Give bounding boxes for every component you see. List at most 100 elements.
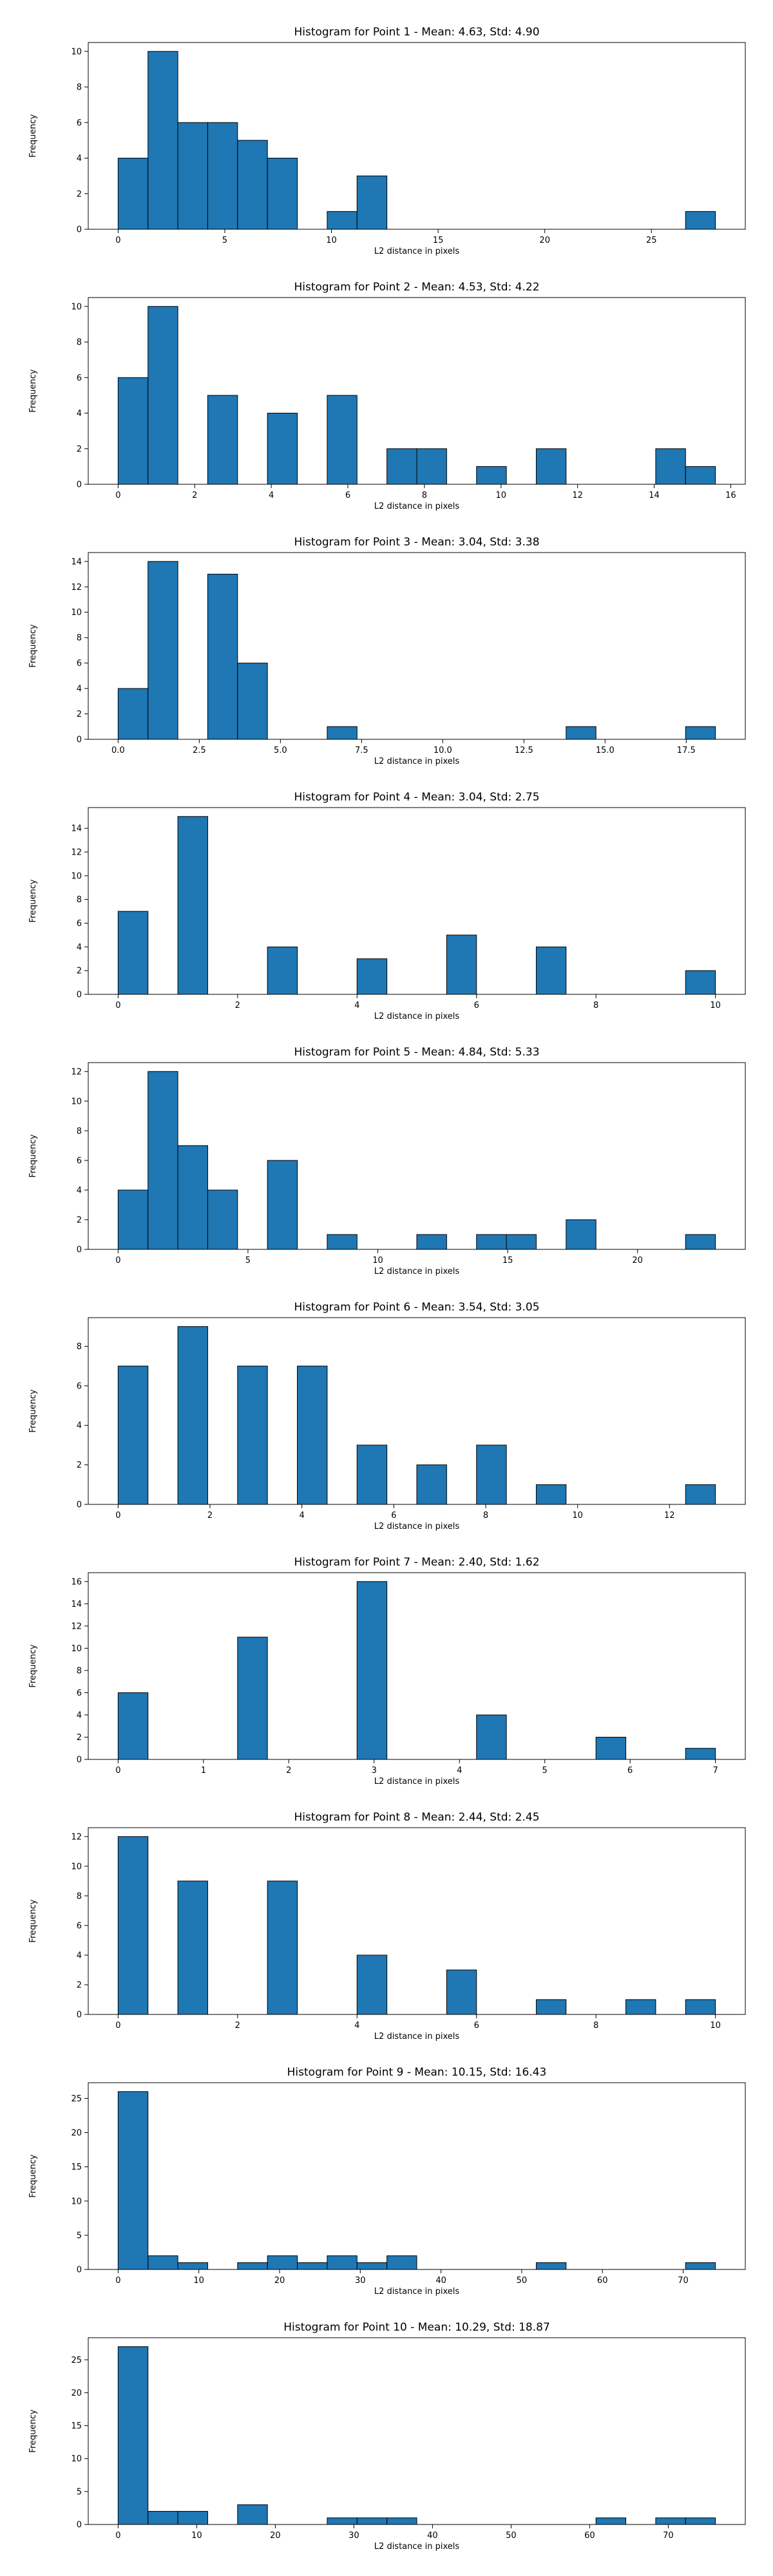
histogram-bar — [237, 1365, 268, 1505]
x-tick-label: 6 — [391, 1511, 396, 1520]
histogram-bar — [327, 211, 358, 230]
y-tick-label: 4 — [77, 685, 82, 694]
x-tick-label: 12 — [572, 491, 583, 500]
x-tick-label: 3 — [372, 1766, 377, 1776]
y-tick-label: 10 — [71, 47, 82, 57]
histogram-bar — [207, 1189, 238, 1250]
histogram-chart: Histogram for Point 10 - Mean: 10.29, St… — [28, 2321, 746, 2552]
histogram-bar — [685, 970, 716, 995]
y-tick-label: 0 — [77, 225, 82, 235]
histogram-bar — [297, 1365, 328, 1505]
y-tick-label: 8 — [77, 1891, 82, 1901]
histogram-bar — [655, 448, 686, 485]
x-tick-label: 10 — [326, 236, 337, 245]
y-tick-label: 4 — [77, 1421, 82, 1431]
histogram-bar — [117, 2346, 149, 2525]
x-tick-label: 4 — [269, 491, 274, 500]
histogram-bar — [327, 1234, 358, 1250]
y-tick-label: 4 — [77, 154, 82, 164]
chart-title: Histogram for Point 5 - Mean: 4.84, Std:… — [294, 1046, 539, 1059]
histogram-chart: Histogram for Point 4 - Mean: 3.04, Std:… — [28, 791, 746, 1021]
x-axis-label: L2 distance in pixels — [374, 757, 460, 766]
y-tick-label: 6 — [77, 1689, 82, 1698]
x-axis-label: L2 distance in pixels — [374, 1267, 460, 1276]
x-tick-label: 0 — [115, 491, 120, 500]
histogram-bar — [535, 2262, 567, 2270]
y-tick-label: 2 — [77, 1980, 82, 1990]
histogram-bar — [177, 122, 208, 230]
plot-frame — [88, 1827, 746, 2015]
y-tick-label: 0 — [77, 1756, 82, 1765]
x-tick-label: 16 — [725, 491, 736, 500]
histogram-bar — [476, 1444, 507, 1505]
histogram-bar — [327, 395, 358, 485]
histogram-bar — [237, 2262, 268, 2270]
histogram-bar — [476, 1234, 507, 1250]
y-tick-label: 12 — [71, 583, 82, 592]
x-tick-label: 10.0 — [434, 746, 452, 755]
x-tick-label: 10 — [495, 491, 506, 500]
plot-frame — [88, 1062, 746, 1250]
y-tick-label: 20 — [71, 2389, 82, 2398]
plot-frame — [88, 552, 746, 740]
histogram-bar — [685, 2262, 716, 2270]
y-tick-label: 10 — [71, 1097, 82, 1106]
chart-title: Histogram for Point 10 - Mean: 10.29, St… — [283, 2321, 550, 2334]
histogram-bar — [356, 1581, 388, 1760]
plot-frame — [88, 297, 746, 485]
x-axis-label: L2 distance in pixels — [374, 1522, 460, 1531]
histogram-bar — [327, 2517, 358, 2525]
x-tick-label: 0 — [115, 2531, 120, 2541]
y-tick-label: 4 — [77, 1951, 82, 1960]
y-tick-label: 6 — [77, 374, 82, 383]
x-tick-label: 0.0 — [111, 746, 125, 755]
histogram-bar — [655, 2517, 686, 2525]
histogram-bar — [237, 663, 268, 740]
plot-frame — [88, 1572, 746, 1760]
histogram-chart: Histogram for Point 8 - Mean: 2.44, Std:… — [28, 1811, 746, 2041]
y-tick-label: 0 — [77, 480, 82, 490]
histogram-bar — [356, 2517, 388, 2525]
x-tick-label: 20 — [539, 236, 550, 245]
histogram-bar — [117, 1836, 149, 2015]
y-tick-label: 25 — [71, 2356, 82, 2365]
x-tick-label: 0 — [115, 2276, 120, 2286]
x-tick-label: 2 — [235, 1001, 240, 1010]
x-tick-label: 7.5 — [355, 746, 368, 755]
y-tick-label: 10 — [71, 1644, 82, 1654]
x-tick-label: 6 — [474, 2021, 479, 2031]
x-tick-label: 60 — [584, 2531, 595, 2541]
histogram-bar — [535, 1999, 567, 2015]
histogram-bar — [267, 2255, 298, 2270]
x-tick-label: 20 — [270, 2531, 281, 2541]
histogram-chart: Histogram for Point 9 - Mean: 10.15, Std… — [28, 2066, 746, 2297]
x-tick-label: 2 — [207, 1511, 213, 1520]
histogram-bar — [207, 122, 238, 230]
histogram-bar — [446, 934, 477, 995]
histogram-bar — [535, 1484, 567, 1505]
histogram-chart: Histogram for Point 7 - Mean: 2.40, Std:… — [28, 1556, 746, 1786]
chart-title: Histogram for Point 6 - Mean: 3.54, Std:… — [294, 1301, 539, 1314]
histogram-bar — [237, 2504, 268, 2525]
y-tick-label: 0 — [77, 1245, 82, 1255]
histogram-bar — [506, 1234, 537, 1250]
y-tick-label: 8 — [77, 1126, 82, 1136]
y-tick-label: 6 — [77, 118, 82, 128]
y-tick-label: 6 — [77, 659, 82, 668]
histogram-bar — [685, 211, 716, 230]
x-tick-label: 14 — [649, 491, 660, 500]
x-tick-label: 0 — [115, 1001, 120, 1010]
chart-title: Histogram for Point 1 - Mean: 4.63, Std:… — [294, 26, 539, 39]
y-tick-label: 12 — [71, 1067, 82, 1077]
histogram-bar — [207, 395, 238, 485]
y-tick-label: 2 — [77, 1215, 82, 1225]
histogram-bar — [117, 1692, 149, 1760]
histogram-bar — [117, 911, 149, 995]
histogram-bar — [207, 574, 238, 740]
x-tick-label: 5 — [245, 1256, 251, 1265]
x-tick-label: 2.5 — [193, 746, 206, 755]
y-tick-label: 14 — [71, 1600, 82, 1609]
histogram-bar — [177, 1880, 208, 2015]
x-tick-label: 2 — [192, 491, 197, 500]
histogram-bar — [148, 1071, 178, 1250]
